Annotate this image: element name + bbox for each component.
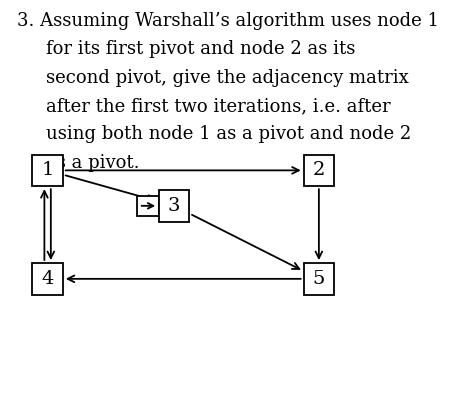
Text: 2: 2 bbox=[313, 161, 325, 179]
FancyBboxPatch shape bbox=[32, 263, 63, 295]
FancyBboxPatch shape bbox=[304, 263, 334, 295]
FancyArrowPatch shape bbox=[41, 191, 48, 260]
FancyBboxPatch shape bbox=[137, 196, 159, 216]
FancyBboxPatch shape bbox=[304, 155, 334, 186]
Text: for its first pivot and node 2 as its: for its first pivot and node 2 as its bbox=[46, 40, 355, 58]
Text: after the first two iterations, i.e. after: after the first two iterations, i.e. aft… bbox=[46, 97, 390, 115]
FancyArrowPatch shape bbox=[142, 203, 153, 209]
Text: second pivot, give the adjacency matrix: second pivot, give the adjacency matrix bbox=[46, 68, 408, 87]
Text: using both node 1 as a pivot and node 2: using both node 1 as a pivot and node 2 bbox=[46, 125, 411, 143]
FancyBboxPatch shape bbox=[32, 155, 63, 186]
Text: 3: 3 bbox=[168, 197, 181, 215]
FancyArrowPatch shape bbox=[68, 276, 301, 282]
FancyArrowPatch shape bbox=[65, 176, 155, 202]
Text: 1: 1 bbox=[41, 161, 54, 179]
Text: 5: 5 bbox=[313, 270, 325, 288]
Text: as a pivot.: as a pivot. bbox=[46, 154, 139, 172]
FancyArrowPatch shape bbox=[192, 215, 299, 269]
FancyBboxPatch shape bbox=[159, 190, 190, 222]
FancyArrowPatch shape bbox=[66, 167, 299, 174]
Text: 3. Assuming Warshall’s algorithm uses node 1: 3. Assuming Warshall’s algorithm uses no… bbox=[18, 12, 439, 30]
Text: 4: 4 bbox=[41, 270, 54, 288]
FancyArrowPatch shape bbox=[47, 189, 54, 258]
FancyArrowPatch shape bbox=[316, 189, 322, 258]
